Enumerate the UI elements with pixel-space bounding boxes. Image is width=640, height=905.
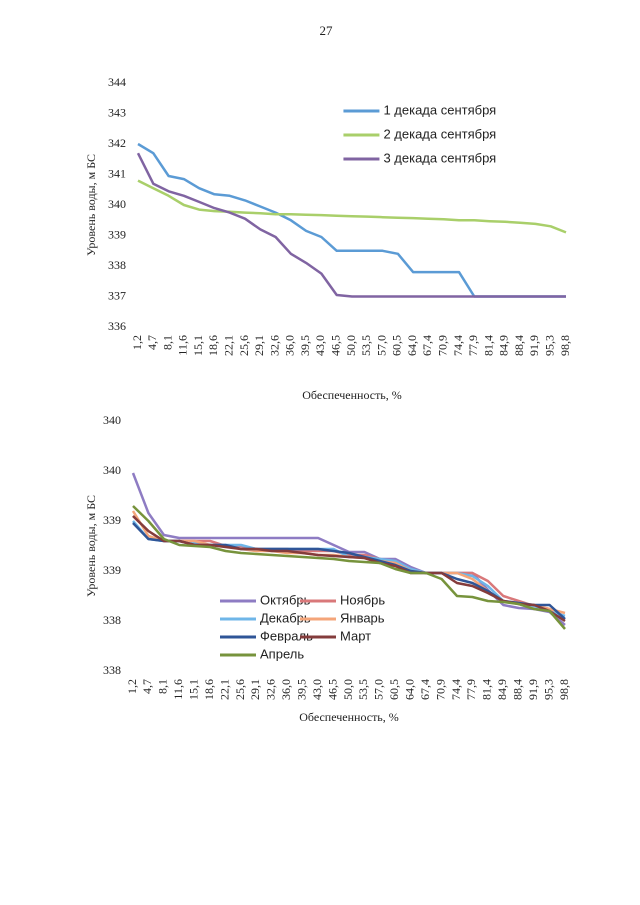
x-tick-label: 25,6 [233,679,247,700]
x-tick-label: 64,0 [402,679,416,700]
series-line [137,179,567,234]
x-tick-label: 64,0 [405,335,419,356]
legend-label: 2 декада сентября [383,126,496,141]
y-tick-label: 341 [108,166,126,180]
y-tick-label: 338 [103,663,121,677]
x-tick-label: 18,6 [206,335,220,356]
x-tick-label: 98,8 [557,679,571,700]
x-tick-label: 15,1 [191,335,205,356]
x-tick-label: 50,0 [341,679,355,700]
series-line [136,152,566,298]
x-tick-label: 77,9 [464,679,478,700]
x-tick-label: 39,5 [294,679,308,700]
legend-label: Октябрь [260,592,311,607]
legend-label: 1 декада сентября [383,102,496,117]
x-tick-label: 74,4 [449,679,463,700]
legend-label: Январь [340,610,385,625]
x-tick-label: 60,5 [387,679,401,700]
y-tick-label: 340 [103,413,121,427]
x-tick-label: 46,5 [328,335,342,356]
x-tick-label: 1,2 [125,679,139,694]
x-tick-label: 25,6 [237,335,251,356]
legend-label: Февраль [260,628,313,643]
x-tick-label: 81,4 [481,335,495,356]
x-tick-label: 91,9 [526,679,540,700]
x-tick-label: 43,0 [310,679,324,700]
x-tick-label: 8,1 [160,335,174,350]
x-tick-label: 36,0 [279,679,293,700]
x-tick-label: 53,5 [356,679,370,700]
x-tick-label: 22,1 [217,679,231,700]
x-tick-label: 95,3 [541,679,555,700]
x-tick-label: 4,7 [140,679,154,694]
x-tick-label: 60,5 [390,335,404,356]
x-tick-label: 8,1 [156,679,170,694]
x-tick-label: 57,0 [372,679,386,700]
x-tick-label: 77,9 [466,335,480,356]
y-axis-label: Уровень воды, м БС [84,495,98,597]
x-tick-label: 70,9 [433,679,447,700]
legend-label: Декабрь [260,610,311,625]
x-tick-label: 15,1 [186,679,200,700]
y-tick-label: 338 [103,613,121,627]
x-tick-label: 11,6 [176,335,190,356]
x-tick-label: 36,0 [283,335,297,356]
y-tick-label: 339 [108,227,126,241]
series-line [132,515,566,621]
x-tick-label: 53,5 [359,335,373,356]
x-tick-label: 70,9 [435,335,449,356]
y-tick-label: 338 [108,258,126,272]
legend-label: Апрель [260,646,304,661]
x-tick-label: 84,9 [497,335,511,356]
x-tick-label: 74,4 [451,335,465,356]
x-tick-label: 88,4 [510,679,524,700]
y-tick-label: 343 [108,105,126,119]
x-tick-label: 32,6 [267,335,281,356]
page-number: 27 [320,23,334,38]
x-tick-label: 11,6 [171,679,185,700]
legend-label: 3 декада сентября [383,150,496,165]
x-tick-label: 84,9 [495,679,509,700]
x-tick-label: 29,1 [248,679,262,700]
series-line [132,505,566,630]
x-tick-label: 67,4 [420,335,434,356]
x-tick-label: 67,4 [418,679,432,700]
x-tick-label: 1,2 [130,335,144,350]
x-tick-label: 18,6 [202,679,216,700]
x-tick-label: 81,4 [480,679,494,700]
x-tick-label: 88,4 [512,335,526,356]
y-tick-label: 340 [103,463,121,477]
legend-label: Ноябрь [340,592,385,607]
x-tick-label: 4,7 [145,335,159,350]
x-tick-label: 39,5 [298,335,312,356]
x-axis-label: Обеспеченность, % [299,710,399,724]
y-tick-label: 339 [103,513,121,527]
x-tick-label: 29,1 [252,335,266,356]
x-tick-label: 95,3 [542,335,556,356]
legend-label: Март [340,628,371,643]
y-tick-label: 342 [108,136,126,150]
x-tick-label: 32,6 [264,679,278,700]
y-axis-label: Уровень воды, м БС [84,154,98,256]
y-tick-label: 336 [108,319,126,333]
y-tick-label: 339 [103,563,121,577]
y-tick-label: 337 [108,288,126,302]
x-tick-label: 43,0 [313,335,327,356]
x-tick-label: 22,1 [221,335,235,356]
y-tick-label: 340 [108,197,126,211]
x-tick-label: 57,0 [374,335,388,356]
x-tick-label: 91,9 [527,335,541,356]
y-tick-label: 344 [108,75,126,89]
series-line [132,515,566,623]
x-tick-label: 46,5 [325,679,339,700]
x-tick-label: 50,0 [344,335,358,356]
x-tick-label: 98,8 [558,335,572,356]
x-axis-label: Обеспеченность, % [302,388,402,402]
